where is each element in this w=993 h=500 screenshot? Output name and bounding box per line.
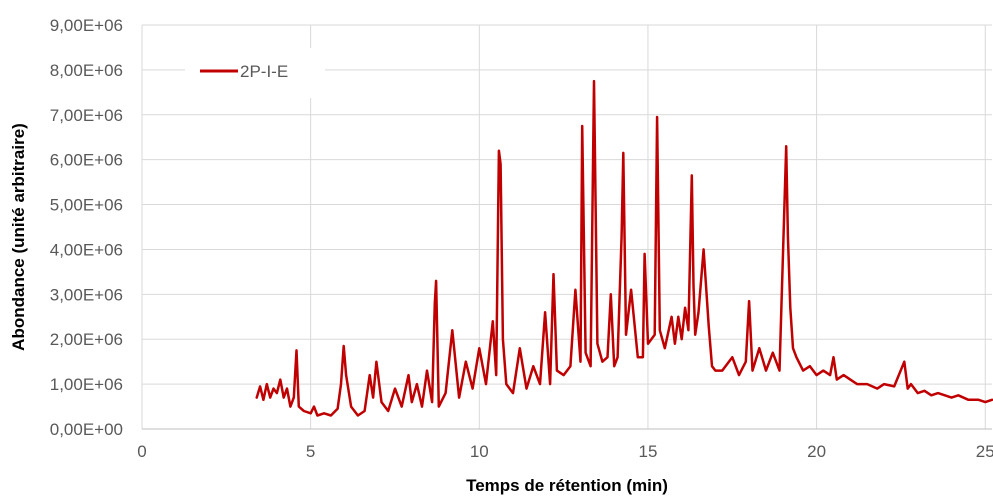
legend: 2P-I-E xyxy=(185,48,325,98)
x-tick-label: 15 xyxy=(638,442,657,461)
plot-area xyxy=(255,79,993,417)
x-axis-ticks: 0 5 10 15 20 25 xyxy=(137,442,993,461)
y-tick-label: 1,00E+06 xyxy=(50,375,123,394)
y-tick-label: 8,00E+06 xyxy=(50,61,123,80)
y-tick-label: 5,00E+06 xyxy=(50,196,123,215)
y-tick-label: 4,00E+06 xyxy=(50,240,123,259)
y-tick-label: 0,00E+00 xyxy=(50,420,123,439)
x-tick-label: 25 xyxy=(976,442,993,461)
y-tick-label: 7,00E+06 xyxy=(50,106,123,125)
series-line-2p-i-e xyxy=(255,79,993,417)
y-tick-label: 2,00E+06 xyxy=(50,330,123,349)
y-tick-label: 3,00E+06 xyxy=(50,285,123,304)
y-axis-ticks: 0,00E+00 1,00E+06 2,00E+06 3,00E+06 4,00E+06… xyxy=(50,16,123,439)
y-tick-label: 9,00E+06 xyxy=(50,16,123,35)
x-tick-label: 20 xyxy=(807,442,826,461)
y-axis-title: Abondance (unité arbitraire) xyxy=(9,123,28,351)
y-tick-label: 6,00E+06 xyxy=(50,151,123,170)
x-axis-title: Temps de rétention (min) xyxy=(466,476,668,495)
legend-box xyxy=(185,48,325,98)
x-tick-label: 5 xyxy=(306,442,315,461)
legend-label: 2P-I-E xyxy=(240,62,288,81)
x-tick-label: 10 xyxy=(470,442,489,461)
x-tick-label: 0 xyxy=(137,442,146,461)
